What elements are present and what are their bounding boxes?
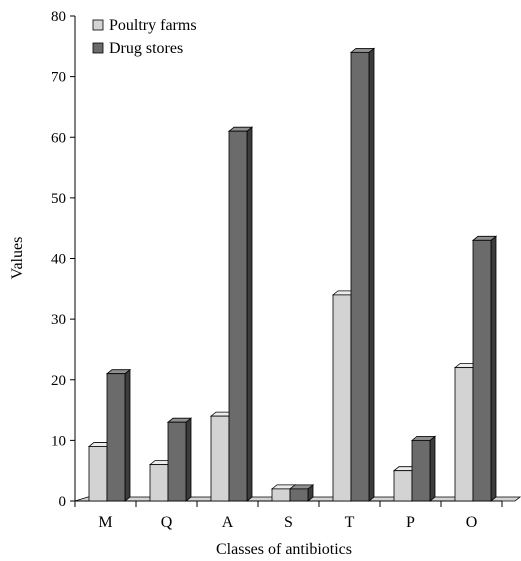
- legend-label-poultry-farms: Poultry farms: [109, 17, 197, 34]
- bar: [227, 126, 254, 502]
- legend: Poultry farms Drug stores: [92, 17, 197, 57]
- legend-item-drug-stores: Drug stores: [92, 40, 183, 57]
- x-tick-label: A: [222, 514, 234, 531]
- y-tick-label: 10: [51, 433, 66, 449]
- y-axis-label: Values: [9, 237, 26, 280]
- bar-front: [149, 464, 169, 502]
- y-ticks: 0 10 20 30 40 50 60 70 80: [51, 9, 75, 510]
- bars: [87, 47, 498, 502]
- y-tick-label: 80: [51, 9, 66, 25]
- x-tick-label: Q: [161, 514, 173, 531]
- bar-front: [411, 439, 431, 502]
- bar-side: [246, 126, 253, 502]
- y-tick-label: 0: [59, 494, 67, 510]
- bar-side: [124, 368, 131, 502]
- bar-side: [490, 235, 497, 502]
- bar-side: [368, 47, 375, 502]
- x-tick-label: M: [98, 514, 112, 531]
- bar-front: [228, 130, 248, 502]
- bar: [410, 435, 437, 502]
- x-tick-label: S: [284, 514, 293, 531]
- x-tick-label: O: [466, 514, 478, 531]
- bar: [288, 484, 315, 502]
- y-tick-label: 70: [51, 70, 66, 86]
- y-tick-label: 40: [51, 252, 66, 268]
- x-tick-label: P: [406, 514, 415, 531]
- bar: [166, 417, 193, 502]
- x-axis-label: Classes of antibiotics: [216, 541, 352, 558]
- bar-front: [210, 415, 230, 502]
- bar-front: [289, 488, 309, 502]
- bar-side: [185, 417, 192, 502]
- bar-front: [332, 294, 352, 502]
- chart-axes: [74, 16, 502, 502]
- y-tick-label: 30: [51, 312, 66, 328]
- legend-swatch-drug-stores: [92, 42, 104, 54]
- bar: [349, 47, 376, 502]
- bar-side: [429, 435, 436, 502]
- bar-front: [350, 51, 370, 502]
- bar-front: [472, 239, 492, 502]
- y-tick-label: 60: [51, 130, 66, 146]
- y-tick-label: 50: [51, 191, 66, 207]
- y-tick-label: 20: [51, 373, 66, 389]
- x-tick-label: T: [345, 514, 355, 531]
- bar: [105, 368, 132, 502]
- legend-item-poultry-farms: Poultry farms: [92, 17, 197, 34]
- bar-front: [454, 367, 474, 502]
- legend-swatch-poultry-farms: [92, 19, 104, 31]
- bar-front: [106, 373, 126, 502]
- bar-front: [271, 488, 291, 502]
- bar-front: [393, 470, 413, 502]
- legend-label-drug-stores: Drug stores: [109, 40, 183, 57]
- bar-front: [88, 446, 108, 502]
- bar: [471, 235, 498, 502]
- bar-front: [167, 421, 187, 502]
